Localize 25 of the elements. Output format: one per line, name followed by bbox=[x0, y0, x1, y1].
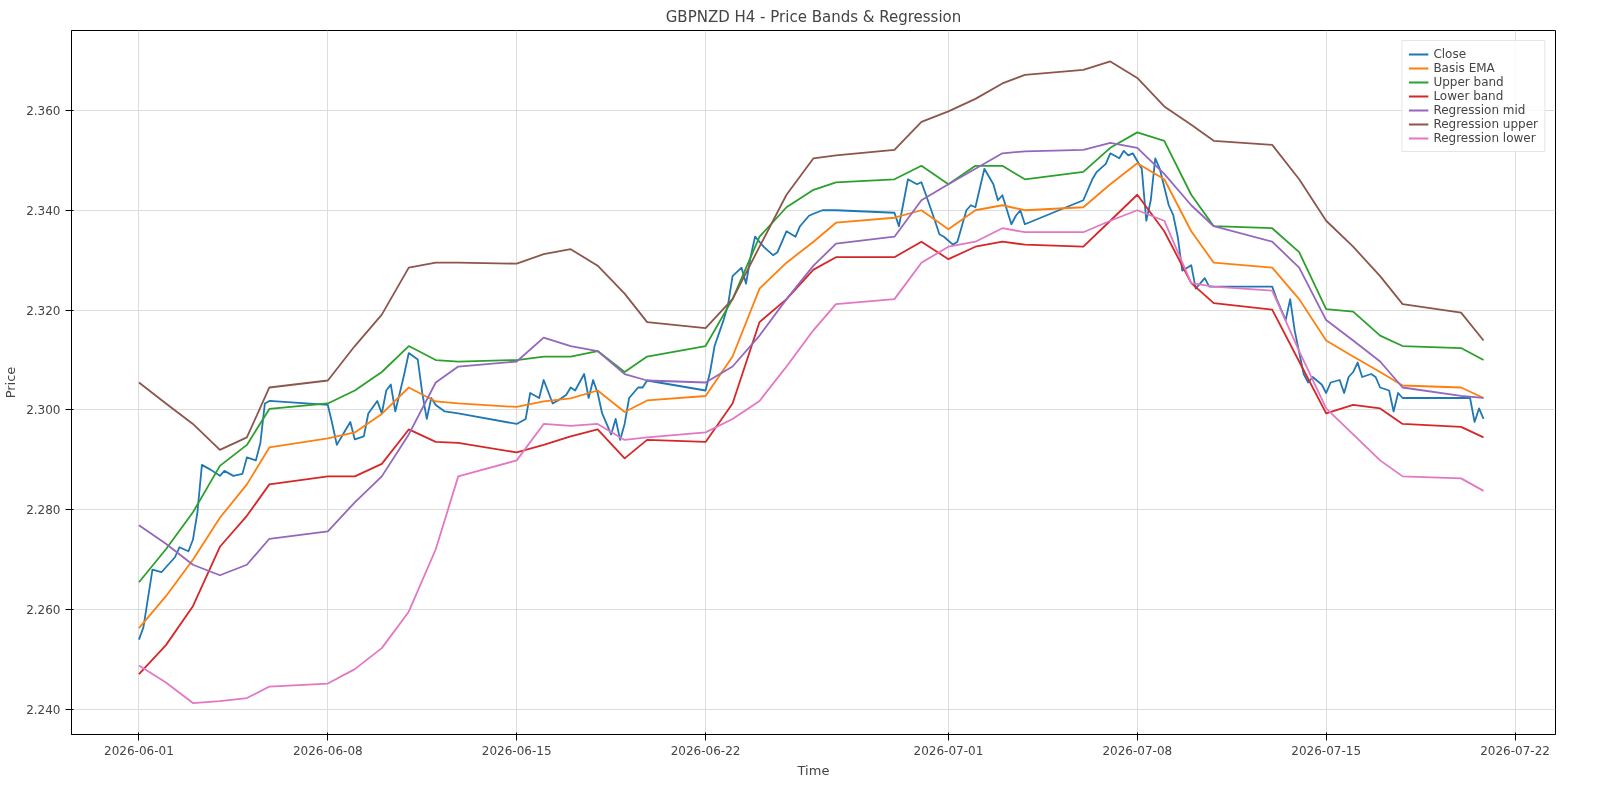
y-tick-label: 2.280 bbox=[26, 503, 61, 518]
legend-label: Basis EMA bbox=[1433, 61, 1495, 75]
x-tick-label: 2026-07-22 bbox=[1480, 743, 1550, 758]
y-tick-label: 2.360 bbox=[26, 103, 61, 118]
x-tick-label: 2026-07-08 bbox=[1102, 743, 1173, 758]
y-tick-label: 2.300 bbox=[26, 403, 61, 418]
x-tick-label: 2026-07-15 bbox=[1291, 743, 1362, 758]
legend-label: Close bbox=[1433, 47, 1467, 61]
y-tick-label: 2.240 bbox=[26, 703, 61, 718]
legend-label: Upper band bbox=[1433, 75, 1504, 89]
x-tick-label: 2026-07-01 bbox=[913, 743, 984, 758]
y-tick-label: 2.260 bbox=[26, 603, 61, 618]
x-axis-title: Time bbox=[796, 762, 830, 778]
chart-title: GBPNZD H4 - Price Bands & Regression bbox=[665, 7, 962, 26]
y-tick-label: 2.340 bbox=[26, 203, 61, 218]
x-tick-label: 2026-06-15 bbox=[481, 743, 552, 758]
legend-label: Regression mid bbox=[1433, 103, 1526, 117]
y-axis-title: Price bbox=[3, 366, 19, 399]
y-tick-label: 2.320 bbox=[26, 303, 61, 318]
legend-label: Regression upper bbox=[1433, 117, 1538, 131]
legend-label: Regression lower bbox=[1433, 131, 1536, 145]
x-tick-label: 2026-06-08 bbox=[292, 743, 363, 758]
x-tick-label: 2026-06-22 bbox=[670, 743, 741, 758]
legend-label: Lower band bbox=[1433, 89, 1504, 103]
x-tick-label: 2026-06-01 bbox=[104, 743, 174, 758]
